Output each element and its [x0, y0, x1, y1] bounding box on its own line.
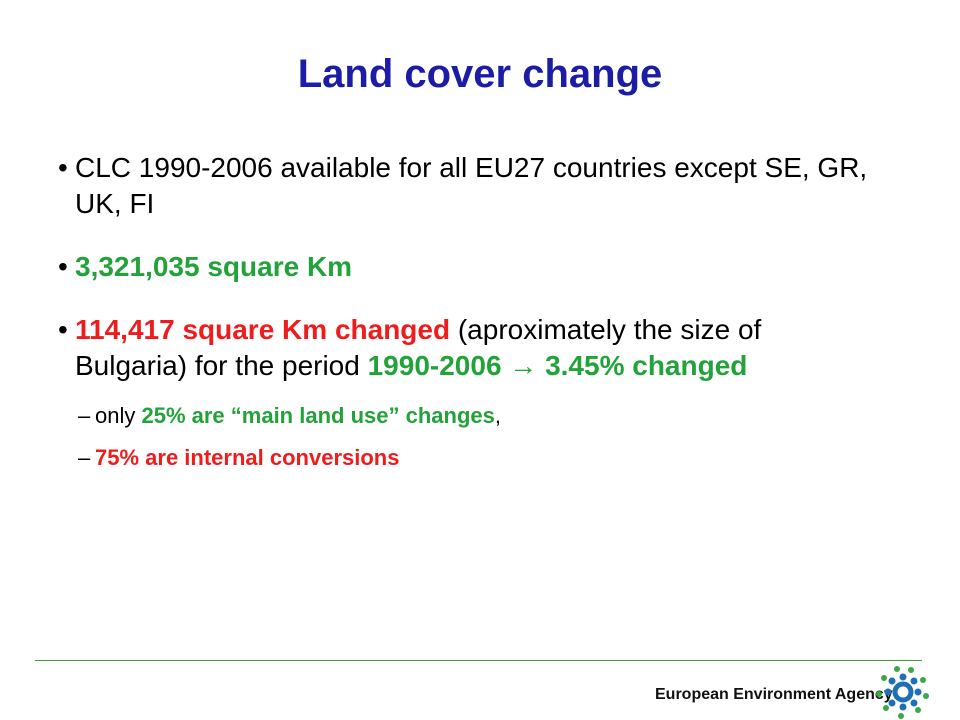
text-run: →	[501, 350, 546, 381]
logo	[876, 666, 929, 719]
bullet-list: CLC 1990-2006 available for all EU27 cou…	[58, 150, 878, 485]
bullet-item: 114,417 square Km changed (aproximately …	[58, 312, 878, 384]
text-run: ,	[494, 403, 501, 428]
slide-title: Land cover change	[297, 52, 663, 96]
bullet-item: 3,321,035 square Km	[58, 249, 878, 285]
text-run: 1990-2006	[367, 350, 502, 381]
text-run: 3.45% changed	[545, 350, 748, 381]
sub-bullet-list: only 25% are “main land use” changes, 75%…	[58, 401, 878, 473]
text-run: (aproximately the size of Bulgaria) for …	[75, 314, 762, 381]
bullet-item: CLC 1990-2006 available for all EU27 cou…	[58, 150, 878, 222]
text-run: 25% are “main land use” changes	[141, 403, 495, 428]
sub-bullet-item: only 25% are “main land use” changes,	[58, 401, 878, 431]
text-run: CLC 1990-2006 available for all EU27 cou…	[75, 152, 868, 219]
organization-name: European Environment Agency	[655, 686, 893, 703]
sub-bullet-item: 75% are internal conversions	[58, 443, 878, 473]
text-run: 114,417 square Km changed	[75, 314, 451, 345]
text-run: only	[95, 403, 142, 428]
text-run: 3,321,035 square Km	[75, 251, 353, 282]
text-run: 75% are internal conversions	[95, 445, 400, 470]
footer-rule	[35, 660, 922, 661]
